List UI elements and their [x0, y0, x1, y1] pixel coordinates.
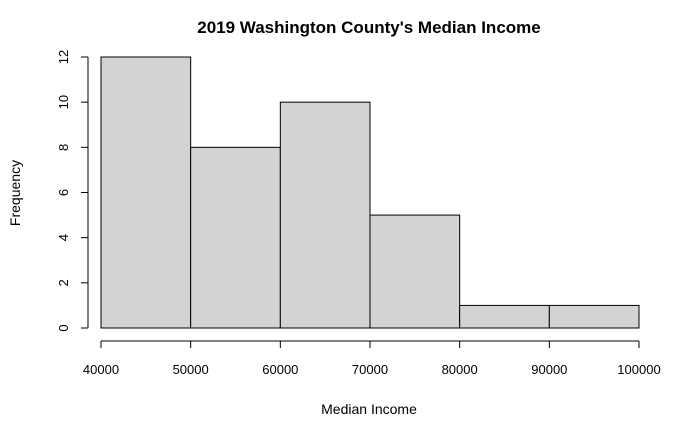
x-tick-label: 70000: [352, 362, 388, 377]
bars-group: [100, 56, 640, 329]
y-tick-label: 10: [56, 95, 71, 109]
x-tick-label: 90000: [531, 362, 567, 377]
x-axis-label: Median Income: [321, 401, 417, 417]
y-tick-label: 6: [56, 189, 71, 196]
x-axis: 40000 50000 60000 70000 80000 90000 100000: [83, 340, 661, 377]
histogram-bar-3: [279, 101, 371, 329]
histogram-bar-2: [190, 146, 281, 329]
x-tick-label: 40000: [83, 362, 119, 377]
y-tick-label: 0: [56, 324, 71, 331]
y-axis-label: Frequency: [7, 160, 23, 226]
histogram-bar-5: [459, 304, 550, 329]
histogram-bar-4: [369, 214, 461, 329]
histogram-bar-6: [548, 304, 640, 329]
x-tick-label: 50000: [173, 362, 209, 377]
y-tick-label: 2: [56, 279, 71, 286]
x-tick-label: 100000: [617, 362, 660, 377]
y-tick-label: 12: [56, 50, 71, 64]
y-axis: 0 2 4 6 8 10 12: [56, 50, 89, 332]
histogram-bar-1: [100, 56, 192, 329]
x-tick-label: 60000: [262, 362, 298, 377]
y-tick-label: 8: [56, 144, 71, 151]
y-tick-label: 4: [56, 234, 71, 241]
x-tick-label: 80000: [442, 362, 478, 377]
chart-title: 2019 Washington County's Median Income: [197, 18, 540, 37]
